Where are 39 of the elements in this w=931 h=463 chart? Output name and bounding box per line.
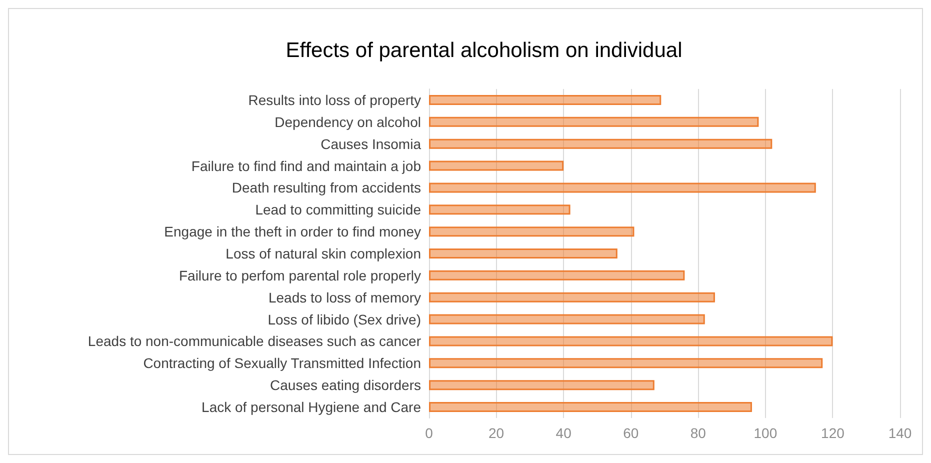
bar xyxy=(429,204,570,215)
y-tick-label: Causes Insomia xyxy=(320,136,422,152)
y-tick-label: Dependency on alcohol xyxy=(274,114,421,130)
bar xyxy=(429,226,634,237)
bar xyxy=(429,248,618,258)
bar xyxy=(429,314,705,324)
x-tick-label: 0 xyxy=(425,425,434,441)
bar xyxy=(429,358,823,368)
x-tick-label: 140 xyxy=(888,425,912,441)
y-tick-label: Engage in the theft in order to find money xyxy=(164,224,421,240)
y-tick-label: Causes eating disorders xyxy=(270,377,421,394)
bar xyxy=(429,270,685,280)
x-tick-label: 60 xyxy=(623,425,639,441)
x-tick-label: 120 xyxy=(821,425,845,441)
y-tick-label: Failure to perfom parental role properly xyxy=(178,267,421,284)
y-tick-label: Death resulting from accidents xyxy=(232,180,421,196)
chart-title: Effects of parental alcoholism on individual xyxy=(286,39,682,62)
x-tick-label: 80 xyxy=(690,425,706,441)
bar xyxy=(429,402,752,412)
bar xyxy=(429,116,759,127)
y-tick-label: Lead to committing suicide xyxy=(255,202,422,218)
bar xyxy=(429,336,833,346)
y-tick-label: Contracting of Sexually Transmitted Infection xyxy=(143,355,421,372)
y-tick-label: Leads to non-communicable diseases such as cancer xyxy=(88,333,422,350)
y-tick-label: Leads to loss of memory xyxy=(268,289,421,306)
bar xyxy=(429,292,715,302)
x-tick-label: 100 xyxy=(754,425,778,441)
bar xyxy=(429,160,564,171)
bar xyxy=(429,94,662,105)
y-tick-label: Loss of natural skin complexion xyxy=(226,246,421,262)
y-tick-label: Lack of personal Hygiene and Care xyxy=(202,399,422,416)
y-tick-label: Results into loss of property xyxy=(248,92,421,108)
bar xyxy=(429,182,816,193)
bar xyxy=(429,380,654,390)
x-tick-label: 20 xyxy=(488,425,504,441)
x-tick-label: 40 xyxy=(556,425,572,441)
bar xyxy=(429,138,772,149)
y-tick-label: Loss of libido (Sex drive) xyxy=(268,311,421,328)
y-tick-label: Failure to find find and maintain a job xyxy=(191,158,422,174)
